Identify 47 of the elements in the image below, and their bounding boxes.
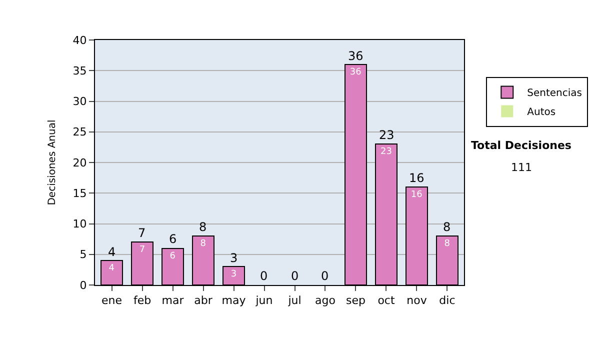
x-tick-label: ago <box>315 294 336 308</box>
x-tick-label: sep <box>346 294 366 308</box>
x-tick-label: mar <box>162 294 184 308</box>
total-label: 8 <box>443 220 451 234</box>
x-tick-label: abr <box>194 294 213 308</box>
y-tick-label: 20 <box>72 156 87 170</box>
data-label: 8 <box>444 239 450 249</box>
data-label: 16 <box>410 190 423 200</box>
legend-label: Autos <box>527 107 556 118</box>
total-label: 8 <box>199 220 207 234</box>
x-tick-label: dic <box>439 294 456 308</box>
x-tick-label: jul <box>287 294 302 308</box>
text: Total Decisiones <box>471 139 572 152</box>
x-tick-label: jun <box>254 294 273 308</box>
data-label: 23 <box>380 147 392 158</box>
total-label: 7 <box>138 226 146 240</box>
total-label: 0 <box>321 269 329 283</box>
x-tick-label: oct <box>378 294 396 308</box>
x-tick-label: may <box>222 294 246 308</box>
data-label: 6 <box>170 251 176 262</box>
data-label: 3 <box>230 270 237 280</box>
text: 111 <box>511 161 532 174</box>
data-label: 36 <box>350 68 362 78</box>
data-label: 8 <box>200 239 206 249</box>
y-axis-title: Decisiones Anual <box>46 120 58 206</box>
total-label: 0 <box>260 269 268 283</box>
y-tick-label: 35 <box>72 64 87 78</box>
total-label: 16 <box>409 171 424 185</box>
y-tick-label: 30 <box>72 95 87 108</box>
y-tick-label: 40 <box>72 34 87 47</box>
x-tick-label: feb <box>133 294 152 308</box>
total-label: 36 <box>348 49 364 63</box>
x-tick-label: ene <box>102 294 122 308</box>
y-tick-label: 25 <box>72 126 87 139</box>
total-label: 0 <box>291 269 299 283</box>
legend-label: Sentencias <box>527 88 582 100</box>
total-label: 6 <box>169 232 177 246</box>
total-label: 4 <box>108 245 116 259</box>
y-tick-label: 5 <box>80 248 87 262</box>
y-tick-label: 15 <box>72 186 87 200</box>
y-tick-label: 10 <box>72 218 87 231</box>
data-label: 4 <box>108 264 115 274</box>
total-label: 3 <box>230 251 238 265</box>
y-tick-label: 0 <box>80 278 87 292</box>
total-label: 23 <box>379 128 394 142</box>
x-tick-label: nov <box>406 294 428 308</box>
data-label: 7 <box>139 245 146 256</box>
